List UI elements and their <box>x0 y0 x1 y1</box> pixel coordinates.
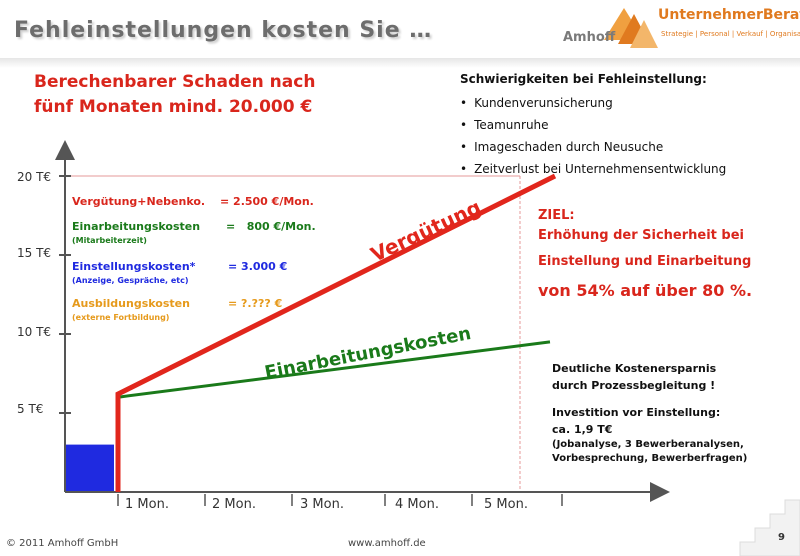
x-tick-label: 1 Mon. <box>125 497 169 512</box>
y-tick-label: 20 T€ <box>17 170 52 184</box>
page-title: Fehleinstellungen kosten Sie … <box>14 18 433 43</box>
y-ticks <box>59 175 71 414</box>
savings-line: durch Prozessbegleitung ! <box>552 379 716 392</box>
x-tick-label: 2 Mon. <box>212 497 256 512</box>
y-tick-label: 5 T€ <box>17 402 44 416</box>
savings-line: Investition vor Einstellung: <box>552 406 721 419</box>
savings-line: ca. 1,9 T€ <box>552 423 613 436</box>
list-item: Zeitverlust bei Unternehmensentwicklung <box>460 158 726 180</box>
cost-einstellung-value: = 3.000 € <box>228 260 288 273</box>
x-tick-label: 4 Mon. <box>395 497 439 512</box>
goal-title: ZIEL: <box>538 208 575 223</box>
cost-einarbeitung-note: (Mitarbeiterzeit) <box>72 236 147 245</box>
cost-einarbeitung-label: Einarbeitungskosten <box>72 220 201 233</box>
headline-line-2: fünf Monaten mind. 20.000 € <box>34 97 313 117</box>
hiring-cost-bar <box>66 444 114 492</box>
header-divider <box>0 58 800 68</box>
footer-copyright: © 2011 Amhoff GmbH <box>6 538 119 549</box>
goal-box: ZIEL: Erhöhung der Sicherheit bei Einste… <box>538 208 752 307</box>
headline-line-1: Berechenbarer Schaden nach <box>34 72 316 92</box>
logo-icon <box>604 8 658 48</box>
cost-verguetung-label: Vergütung+Nebenko. <box>72 195 206 208</box>
x-ticks <box>117 494 563 506</box>
footer-url[interactable]: www.amhoff.de <box>348 538 426 549</box>
cost-verguetung-value: = 2.500 €/Mon. <box>220 195 314 208</box>
savings-line: Deutliche Kostenersparnis <box>552 362 717 375</box>
verguetung-line <box>115 173 557 492</box>
logo-company: Amhoff <box>563 30 616 45</box>
goal-line: von 54% auf über 80 %. <box>538 281 753 300</box>
cost-einarbeitung-value: = 800 €/Mon. <box>226 220 316 233</box>
cost-ausbildung-note: (externe Fortbildung) <box>72 313 170 322</box>
difficulties-title: Schwierigkeiten bei Fehleinstellung: <box>460 72 707 86</box>
list-item: Imageschaden durch Neusuche <box>460 136 726 158</box>
einarbeitung-line <box>117 340 551 399</box>
stairs-icon <box>739 499 800 556</box>
logo-tagline: Strategie | Personal | Verkauf | Organis… <box>661 30 800 38</box>
savings-line: Vorbesprechung, Bewerberfragen) <box>552 453 748 464</box>
x-tick-label: 3 Mon. <box>300 497 344 512</box>
list-item: Teamunruhe <box>460 114 726 136</box>
cost-ausbildung-label: Ausbildungskosten <box>72 297 190 310</box>
y-tick-label: 10 T€ <box>17 325 52 339</box>
page-number: 9 <box>778 532 785 543</box>
difficulties-list: Kundenverunsicherung Teamunruhe Imagesch… <box>460 92 726 180</box>
damage-headline: Berechenbarer Schaden nach fünf Monaten … <box>34 70 315 120</box>
goal-line: Erhöhung der Sicherheit bei <box>538 228 744 243</box>
cost-einstellung-note: (Anzeige, Gespräche, etc) <box>72 276 189 285</box>
y-tick-label: 15 T€ <box>17 246 52 260</box>
savings-line: (Jobanalyse, 3 Bewerberanalysen, <box>552 439 744 450</box>
savings-box: Deutliche Kostenersparnis durch Prozessb… <box>552 360 747 466</box>
goal-line: Einstellung und Einarbeitung <box>538 254 752 269</box>
logo-brand: UnternehmerBerater <box>658 7 800 23</box>
cost-ausbildung-value: = ?.??? € <box>228 297 283 310</box>
list-item: Kundenverunsicherung <box>460 92 726 114</box>
cost-einstellung-label: Einstellungskosten* <box>72 260 196 273</box>
x-tick-label: 5 Mon. <box>484 497 528 512</box>
